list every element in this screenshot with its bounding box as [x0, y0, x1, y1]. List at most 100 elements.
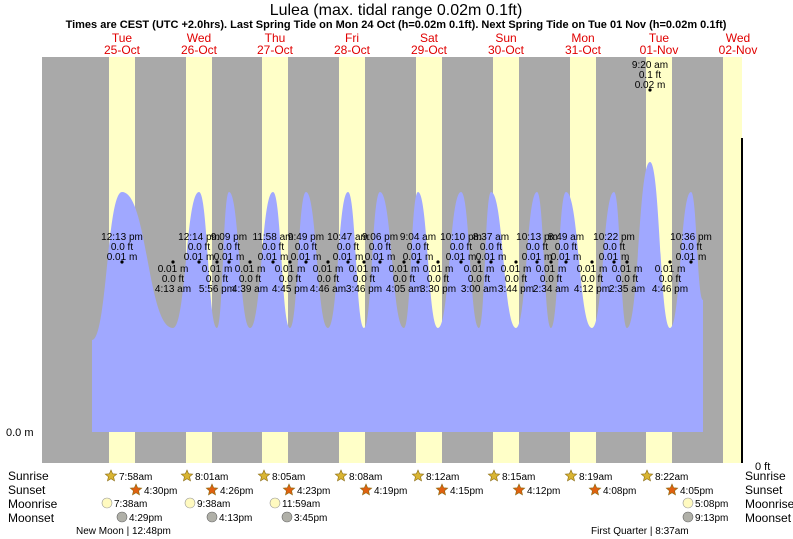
extreme-m: 0.01 m [333, 252, 364, 263]
extreme-time: 4:45 pm [272, 284, 308, 295]
high-tide-marker: 10:36 pm0.0 ft0.01 m [670, 232, 712, 264]
low-tide-marker: 0.01 m0.0 ft5:56 pm [199, 260, 235, 295]
high-tide-marker: 10:47 am0.0 ft0.01 m [327, 232, 369, 264]
extreme-dot [459, 260, 463, 264]
extreme-dot [625, 260, 629, 264]
extreme-dot [227, 260, 231, 264]
extreme-time: 2:34 am [533, 284, 569, 295]
extreme-m: 0.01 m [676, 252, 707, 263]
high-tide-marker: 10:22 pm0.0 ft0.01 m [593, 232, 635, 264]
sunset-time: 4:12pm [527, 486, 560, 497]
moon-phase-name: First Quarter [591, 526, 648, 537]
sunrise-icon [257, 469, 271, 482]
high-tide-marker: 9:20 am0.1 ft0.02 m [632, 60, 668, 92]
sunset-event: 4:23pm [282, 483, 330, 497]
sunset-icon [665, 483, 679, 496]
sunrise-icon [564, 469, 578, 482]
sunset-time: 4:05pm [680, 486, 713, 497]
extreme-time: 4:46 am [310, 284, 346, 295]
moonrise-time: 7:38am [114, 499, 147, 510]
extreme-m: 0.01 m [158, 264, 189, 275]
extreme-ft: 0.0 ft [295, 242, 317, 253]
row-label-sunrise: Sunrise [8, 469, 49, 483]
extreme-m: 0.01 m [599, 252, 630, 263]
extreme-m: 0.01 m [577, 264, 608, 275]
sunset-icon [435, 483, 449, 496]
moonset-time: 4:29pm [129, 513, 162, 524]
low-tide-marker: 0.01 m0.0 ft3:00 am [461, 260, 497, 295]
sunrise-event: 8:19am [564, 469, 612, 483]
extreme-ft: 0.0 ft [188, 242, 210, 253]
sunset-event: 4:08pm [588, 483, 636, 497]
extreme-m: 0.01 m [214, 252, 245, 263]
extreme-ft: 0.0 ft [279, 274, 301, 285]
extreme-time: 4:13 am [155, 284, 191, 295]
day-of-week-label: Fri [345, 31, 359, 45]
date-label: 26-Oct [181, 43, 218, 57]
high-tide-marker: 9:04 am0.0 ft0.01 m [400, 232, 436, 264]
extreme-time: 11:58 am [253, 232, 294, 243]
high-tide-marker: 8:37 am0.0 ft0.01 m [473, 232, 509, 264]
extreme-dot [564, 260, 568, 264]
moonset-event: 4:29pm [116, 511, 162, 524]
sunrise-event: 8:15am [487, 469, 535, 483]
extreme-dot [378, 260, 382, 264]
high-tide-marker: 10:13 pm0.0 ft0.01 m [516, 232, 558, 264]
extreme-time: 9:09 pm [211, 232, 247, 243]
extreme-m: 0.01 m [476, 252, 507, 263]
extreme-m: 0.01 m [536, 264, 567, 275]
extreme-dot [304, 260, 308, 264]
extreme-m: 0.01 m [235, 264, 266, 275]
low-tide-marker: 0.01 m0.0 ft4:12 pm [574, 260, 610, 295]
sunset-time: 4:26pm [220, 486, 253, 497]
extreme-dot [120, 260, 124, 264]
extreme-ft: 0.0 ft [218, 242, 240, 253]
sunrise-icon [640, 469, 654, 482]
sunrise-icon [487, 469, 501, 482]
extreme-dot [197, 260, 201, 264]
sunrise-time: 7:58am [119, 472, 152, 483]
sunset-event: 4:15pm [435, 483, 483, 497]
extreme-ft: 0.0 ft [206, 274, 228, 285]
date-label: 28-Oct [334, 43, 371, 57]
extreme-ft: 0.0 ft [450, 242, 472, 253]
chart-subtitle: Times are CEST (UTC +2.0hrs). Last Sprin… [66, 19, 727, 31]
moonrise-icon [101, 497, 113, 509]
moonset-event: 3:45pm [281, 511, 327, 524]
extreme-dot [689, 260, 693, 264]
daylight-band [723, 57, 742, 463]
sunset-event: 4:12pm [512, 483, 560, 497]
extreme-m: 0.01 m [612, 264, 643, 275]
day-of-week-label: Tue [649, 31, 670, 45]
day-of-week-label: Sun [495, 31, 516, 45]
moonrise-event: 7:38am [101, 497, 147, 510]
low-tide-marker: 0.01 m0.0 ft4:39 am [232, 260, 268, 295]
sunrise-time: 8:05am [272, 472, 305, 483]
sunset-icon [512, 483, 526, 496]
low-tide-marker: 0.01 m0.0 ft4:46 pm [652, 260, 688, 295]
moonset-icon [116, 511, 128, 523]
low-tide-marker: 0.01 m0.0 ft4:45 pm [272, 260, 308, 295]
extreme-dot [514, 260, 518, 264]
extreme-dot [416, 260, 420, 264]
moon-phase-first-quarter: First Quarter | 8:37am [591, 526, 689, 537]
extreme-m: 0.01 m [313, 264, 344, 275]
extreme-time: 9:06 pm [362, 232, 398, 243]
moonrise-event: 11:59am [269, 497, 320, 510]
moonset-event: 9:13pm [682, 511, 728, 524]
extreme-m: 0.01 m [501, 264, 532, 275]
extreme-m: 0.01 m [184, 252, 215, 263]
sunrise-event: 8:12am [411, 469, 459, 483]
tide-area [92, 162, 703, 432]
low-tide-marker: 0.01 m0.0 ft2:34 am [533, 260, 569, 295]
y-axis-right-label: 0 ft [755, 461, 770, 473]
extreme-dot [402, 260, 406, 264]
extreme-dot [549, 260, 553, 264]
extreme-ft: 0.0 ft [317, 274, 339, 285]
extreme-time: 12:14 pm [178, 232, 220, 243]
low-tide-marker: 0.01 m0.0 ft4:13 am [155, 260, 191, 295]
row-label-moonset: Moonset [745, 511, 792, 525]
low-tide-marker: 0.01 m0.0 ft4:46 am [310, 260, 346, 295]
sunrise-time: 8:01am [195, 472, 228, 483]
